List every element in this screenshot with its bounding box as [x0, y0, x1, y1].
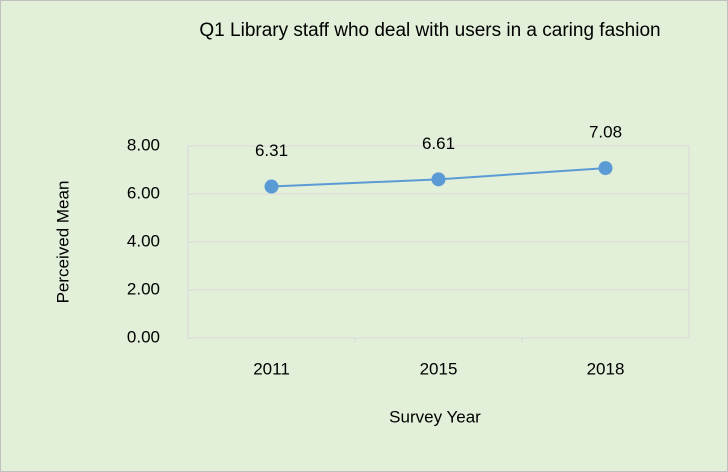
y-tick-label: 6.00	[127, 183, 160, 202]
chart-title: Q1 Library staff who deal with users in …	[199, 20, 661, 41]
y-tick-label: 2.00	[127, 279, 160, 298]
x-tick-label: 2015	[420, 359, 458, 378]
data-label: 6.31	[255, 141, 288, 160]
data-point	[431, 172, 446, 187]
x-tick-label: 2011	[253, 359, 290, 378]
x-axis-label: Survey Year	[389, 407, 481, 426]
y-tick-label: 4.00	[127, 231, 160, 250]
x-tick-label: 2018	[587, 359, 625, 378]
data-point	[598, 161, 613, 176]
y-axis-label: Perceived Mean	[53, 181, 72, 304]
y-tick-label: 8.00	[127, 135, 160, 154]
y-tick-label: 0.00	[127, 327, 160, 346]
data-label: 6.61	[422, 134, 455, 153]
data-point	[264, 179, 279, 194]
data-label: 7.08	[589, 123, 622, 142]
